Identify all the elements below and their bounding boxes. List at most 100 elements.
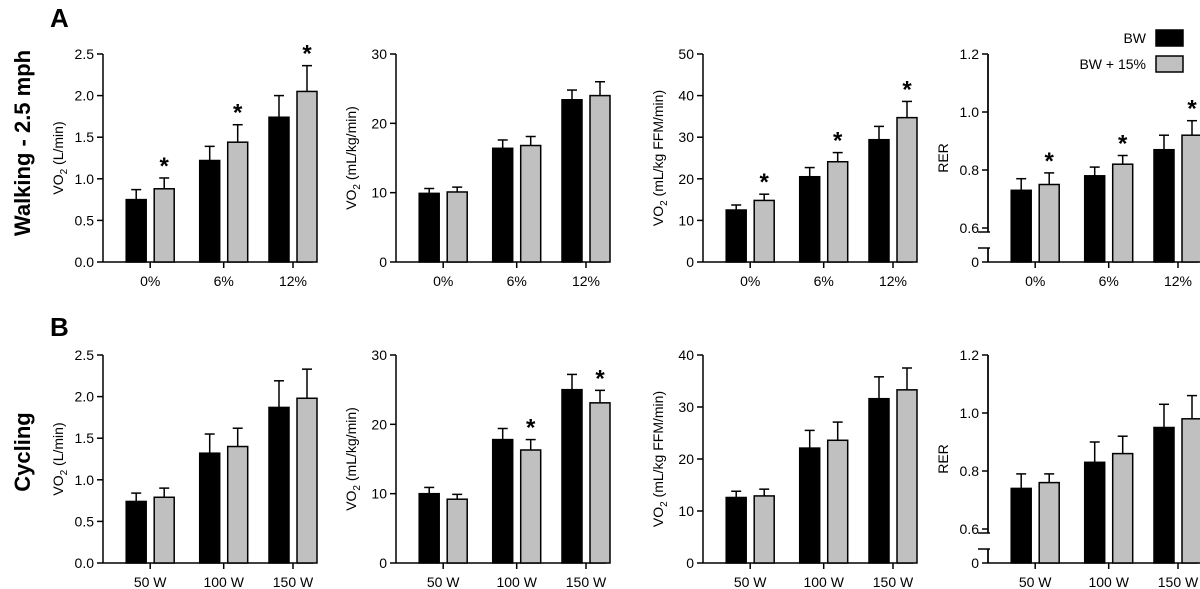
bar-bw-15 bbox=[1038, 481, 1060, 564]
bar-bw-15 bbox=[826, 439, 849, 564]
y-tick-label: 0.5 bbox=[75, 212, 95, 228]
x-tick-label: 50 W bbox=[427, 574, 460, 589]
y-tick-label: 1.0 bbox=[75, 472, 95, 488]
bar-bw bbox=[418, 192, 440, 263]
x-tick-label: 0% bbox=[433, 273, 453, 289]
y-tick-label: 10 bbox=[371, 486, 387, 502]
x-tick-label: 100 W bbox=[496, 574, 537, 589]
y-tick-label: 0 bbox=[379, 555, 387, 571]
bar-bw-15 bbox=[1111, 452, 1134, 564]
bar-bw-15 bbox=[896, 389, 918, 564]
significance-star: * bbox=[526, 415, 536, 442]
row-label-walking: Walking - 2.5 mph bbox=[10, 50, 35, 236]
bar-bw bbox=[868, 138, 890, 263]
bar-bw-15 bbox=[446, 498, 468, 564]
x-tick-label: 0% bbox=[740, 273, 760, 289]
x-tick-label: 150 W bbox=[873, 574, 914, 589]
chart-walk-vo2-ffm: 0 10 20 30 40 50 VO2 (mL/kg FFM/min) 0% * 6% * 12% * bbox=[650, 46, 918, 289]
y-axis-label: VO2 (mL/kg/min) bbox=[343, 106, 363, 210]
y-axis-label: VO2 (mL/kg FFM/min) bbox=[650, 90, 670, 226]
bar-bw bbox=[1083, 461, 1106, 564]
x-tick-label: 12% bbox=[879, 273, 907, 289]
y-tick-label: 0 bbox=[379, 254, 387, 270]
x-tick-label: 150 W bbox=[273, 574, 314, 589]
chart-cyc-vo2-bw: 0 10 20 30 VO2 (mL/kg/min) 50 W 100 W * 150 W * bbox=[343, 347, 611, 589]
bar-bw-15 bbox=[519, 144, 542, 263]
y-tick-label: 10 bbox=[678, 212, 694, 228]
bar-bw-15 bbox=[753, 199, 775, 263]
x-tick-label: 0% bbox=[1025, 273, 1045, 289]
x-tick-label: 0% bbox=[140, 273, 160, 289]
y-tick-label: 20 bbox=[678, 171, 694, 187]
y-tick-label: 0.6 bbox=[960, 220, 980, 236]
y-tick-label: 10 bbox=[678, 503, 694, 519]
y-tick-label: 1.2 bbox=[960, 347, 980, 363]
y-tick-label: 0.6 bbox=[960, 521, 980, 537]
y-tick-label: 1.0 bbox=[960, 104, 980, 120]
chart-walk-rer: 0 0.6 0.8 1.0 1.2 RER 0% * 6% * 12% * bbox=[935, 46, 1200, 289]
x-tick-label: 150 W bbox=[566, 574, 607, 589]
legend-swatch-bw-15 bbox=[1155, 55, 1184, 73]
y-tick-label: 0.8 bbox=[960, 463, 980, 479]
bar-bw bbox=[125, 500, 147, 564]
bar-bw bbox=[198, 159, 221, 263]
chart-walk-vo2-abs: 0.0 0.5 1.0 1.5 2.0 2.5 VO2 (L/min) 0% * 6% * 12% * bbox=[50, 41, 318, 289]
bar-bw-15 bbox=[153, 496, 175, 564]
y-tick-label: 0.0 bbox=[75, 555, 95, 571]
significance-star: * bbox=[833, 128, 843, 155]
bar-bw-15 bbox=[446, 191, 468, 263]
y-tick-label: 30 bbox=[678, 399, 694, 415]
chart-cyc-vo2-ffm: 0 10 20 30 40 VO2 (mL/kg FFM/min) 50 W 100 W 150… bbox=[650, 347, 918, 589]
y-tick-label: 0 bbox=[971, 555, 979, 571]
x-tick-label: 12% bbox=[1164, 273, 1192, 289]
bar-bw bbox=[798, 175, 821, 263]
significance-star: * bbox=[302, 41, 312, 68]
significance-star: * bbox=[1045, 148, 1055, 175]
y-tick-label: 2.5 bbox=[75, 46, 95, 62]
y-tick-label: 0.5 bbox=[75, 513, 95, 529]
bar-bw-15 bbox=[519, 449, 542, 564]
bar-bw bbox=[561, 388, 583, 564]
bar-bw bbox=[491, 147, 514, 263]
x-tick-label: 6% bbox=[214, 273, 234, 289]
y-tick-label: 0 bbox=[971, 254, 979, 270]
legend-swatch-bw bbox=[1155, 29, 1184, 47]
y-tick-label: 30 bbox=[371, 46, 387, 62]
y-tick-label: 2.0 bbox=[75, 389, 95, 405]
bar-bw bbox=[561, 99, 583, 263]
y-tick-label: 0.0 bbox=[75, 254, 95, 270]
bar-bw-15 bbox=[589, 402, 611, 564]
legend-label-bw-15: BW + 15% bbox=[1079, 56, 1146, 72]
y-tick-label: 50 bbox=[678, 46, 694, 62]
y-tick-label: 30 bbox=[371, 347, 387, 363]
bar-bw bbox=[268, 116, 290, 263]
x-tick-label: 50 W bbox=[734, 574, 767, 589]
row-label-cycling: Cycling bbox=[10, 412, 35, 491]
legend-label-bw: BW bbox=[1123, 30, 1146, 46]
y-axis-label: VO2 (L/min) bbox=[50, 422, 70, 495]
bar-bw bbox=[1010, 189, 1032, 263]
bar-bw-15 bbox=[1111, 163, 1134, 263]
x-tick-label: 150 W bbox=[1158, 574, 1199, 589]
y-axis-label: RER bbox=[935, 143, 951, 173]
significance-star: * bbox=[1118, 131, 1128, 158]
y-tick-label: 40 bbox=[678, 347, 694, 363]
bar-bw bbox=[1010, 487, 1032, 564]
bar-bw bbox=[125, 198, 147, 263]
y-axis-label: VO2 (mL/kg FFM/min) bbox=[650, 391, 670, 527]
chart-walk-vo2-bw: 0 10 20 30 VO2 (mL/kg/min) 0% 6% 12% bbox=[343, 46, 611, 289]
y-tick-label: 0 bbox=[686, 555, 694, 571]
y-tick-label: 1.5 bbox=[75, 430, 95, 446]
y-tick-label: 20 bbox=[371, 416, 387, 432]
y-axis-label: VO2 (L/min) bbox=[50, 121, 70, 194]
bar-bw-15 bbox=[296, 397, 318, 564]
y-tick-label: 1.0 bbox=[960, 405, 980, 421]
legend: BW BW + 15% bbox=[1079, 29, 1184, 73]
significance-star: * bbox=[902, 76, 912, 103]
x-tick-label: 12% bbox=[572, 273, 600, 289]
significance-star: * bbox=[595, 365, 605, 392]
bar-bw-15 bbox=[589, 94, 611, 263]
bar-bw bbox=[868, 397, 890, 564]
y-tick-label: 10 bbox=[371, 185, 387, 201]
